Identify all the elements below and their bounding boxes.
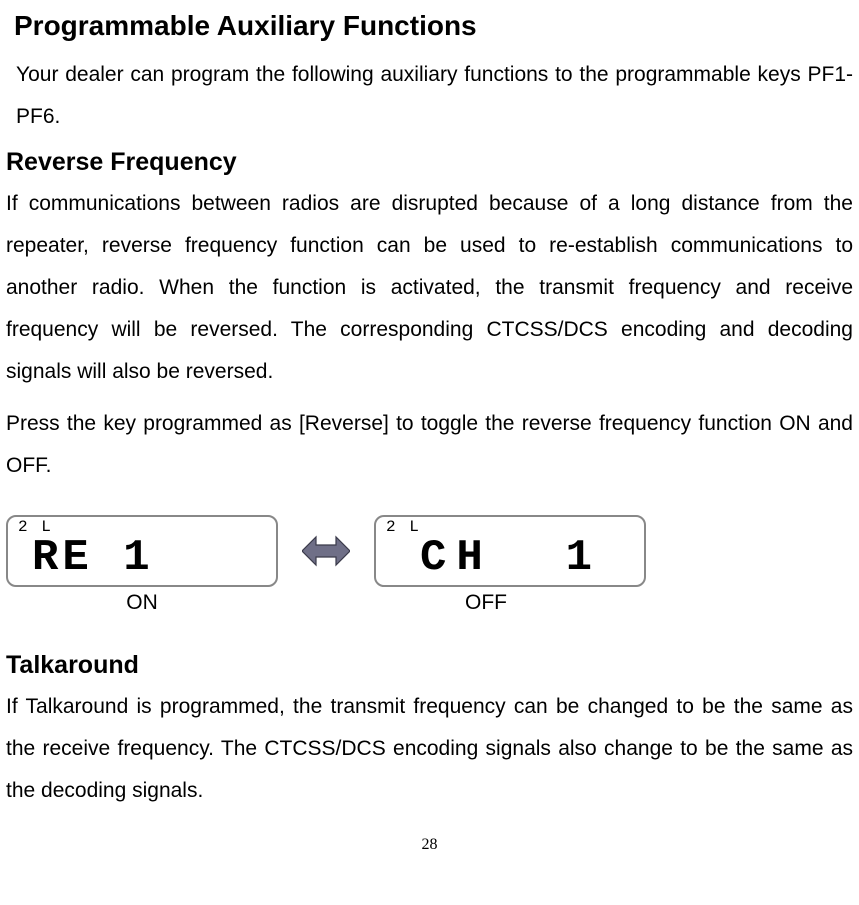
section-heading-reverse: Reverse Frequency <box>6 148 853 177</box>
lcd-off-top-indicators: 2 L <box>386 518 421 536</box>
reverse-body-1: If communications between radios are dis… <box>6 183 853 393</box>
label-off: OFF <box>350 591 622 615</box>
lcd-off-main-text: CH 1 <box>420 533 602 583</box>
page-number: 28 <box>6 836 853 854</box>
lcd-labels-row: ON OFF <box>6 591 853 615</box>
lcd-display-on: 2 L RE 1 <box>6 515 278 587</box>
lcd-display-off: 2 L CH 1 <box>374 515 646 587</box>
swap-arrow-icon <box>302 531 350 571</box>
label-on: ON <box>6 591 278 615</box>
lcd-displays-row: 2 L RE 1 2 L CH 1 <box>6 515 853 587</box>
label-gap <box>278 591 350 615</box>
intro-paragraph: Your dealer can program the following au… <box>6 54 853 138</box>
reverse-body-2: Press the key programmed as [Reverse] to… <box>6 403 853 487</box>
talkaround-body: If Talkaround is programmed, the transmi… <box>6 686 853 812</box>
page-title: Programmable Auxiliary Functions <box>6 10 853 42</box>
section-heading-talkaround: Talkaround <box>6 651 853 680</box>
lcd-on-main-text: RE 1 <box>32 533 154 583</box>
